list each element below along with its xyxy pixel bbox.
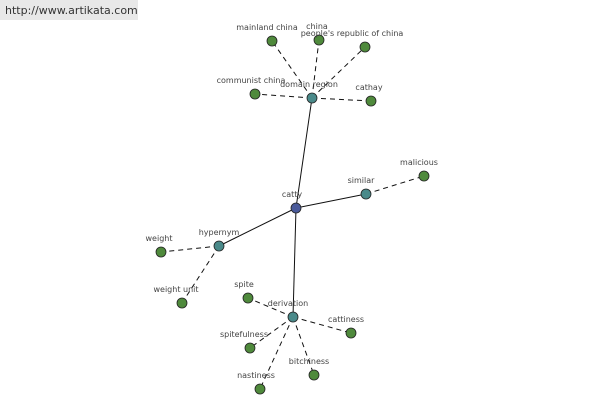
node: [313, 34, 325, 46]
node: [287, 311, 299, 323]
dashed-edge: [247, 297, 294, 318]
node: [308, 369, 320, 381]
dashed-edge: [365, 175, 425, 195]
dashed-edge: [254, 93, 313, 99]
edge: [292, 207, 297, 318]
node-label: cathay: [355, 83, 382, 92]
dashed-edge: [292, 316, 352, 334]
node: [306, 92, 318, 104]
node: [213, 240, 225, 252]
node: [155, 246, 167, 258]
node-label: catty: [282, 190, 303, 199]
dashed-edge: [181, 245, 220, 304]
node-label: cattiness: [328, 315, 364, 324]
node-label: domain region: [280, 80, 338, 89]
dashed-edge: [311, 46, 366, 99]
node: [254, 383, 266, 395]
dashed-edge: [311, 39, 320, 99]
node-label: spitefulness: [220, 330, 268, 339]
dashed-edge: [160, 245, 220, 253]
node-label: spite: [234, 280, 254, 289]
dashed-edge: [292, 316, 315, 376]
edge: [295, 97, 313, 209]
watermark: http://www.artikata.com: [0, 0, 138, 20]
node-label: communist china: [217, 76, 286, 85]
node-label: people's republic of china: [301, 29, 404, 38]
node: [418, 170, 430, 182]
node: [266, 35, 278, 47]
dashed-edge: [311, 97, 372, 102]
node: [365, 95, 377, 107]
node-label: nastiness: [237, 371, 275, 380]
node-label: derivation: [268, 299, 308, 308]
node: [290, 202, 302, 214]
edge: [218, 207, 297, 247]
node-label: similar: [348, 176, 376, 185]
node: [176, 297, 188, 309]
node-label: malicious: [400, 158, 438, 167]
dashed-edge: [259, 316, 294, 390]
node-label: china: [306, 22, 328, 31]
node: [242, 292, 254, 304]
node: [359, 41, 371, 53]
node-label: weight: [146, 234, 173, 243]
node: [345, 327, 357, 339]
node-label: mainland china: [236, 23, 298, 32]
node-label: hypernym: [199, 228, 240, 237]
node: [249, 88, 261, 100]
dashed-edge: [271, 40, 313, 99]
node: [360, 188, 372, 200]
node-label: bitchiness: [289, 357, 329, 366]
edge: [295, 193, 367, 209]
node: [244, 342, 256, 354]
node-label: weight unit: [153, 285, 198, 294]
